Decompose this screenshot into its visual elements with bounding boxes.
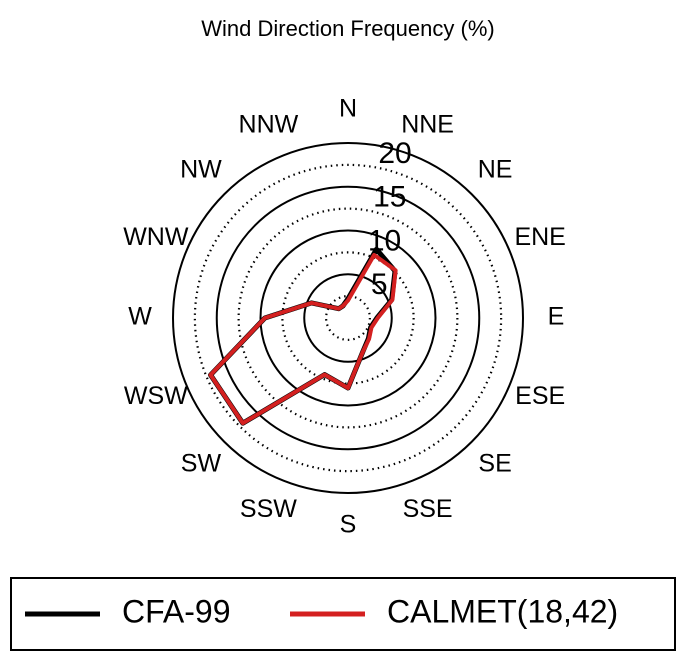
series-line bbox=[208, 252, 398, 426]
grid-ring bbox=[172, 142, 524, 494]
direction-label: N bbox=[339, 95, 357, 123]
r-tick-label: 15 bbox=[373, 181, 406, 214]
chart-title: Wind Direction Frequency (%) bbox=[201, 16, 494, 41]
direction-label: SW bbox=[181, 450, 222, 478]
grid-ring bbox=[259, 229, 437, 407]
direction-label: SSE bbox=[403, 495, 453, 523]
direction-label: SE bbox=[478, 450, 511, 478]
direction-label: ESE bbox=[515, 382, 565, 410]
direction-label: ENE bbox=[514, 223, 565, 251]
minor-grid-ring bbox=[193, 163, 503, 473]
minor-grid-ring bbox=[325, 295, 371, 341]
minor-grid-ring bbox=[281, 251, 415, 385]
r-tick-label: 20 bbox=[378, 137, 411, 170]
direction-label: S bbox=[340, 511, 357, 539]
direction-label: SSW bbox=[240, 495, 297, 523]
direction-label: E bbox=[548, 303, 565, 331]
direction-label: NW bbox=[180, 156, 222, 184]
legend-label: CFA-99 bbox=[122, 593, 230, 629]
grid-ring bbox=[215, 185, 481, 451]
legend-label: CALMET(18,42) bbox=[387, 593, 618, 629]
minor-grid-ring bbox=[237, 207, 459, 429]
grid-ring bbox=[303, 273, 393, 363]
legend-box bbox=[10, 577, 676, 651]
direction-label: W bbox=[128, 303, 152, 331]
direction-label: NNE bbox=[401, 110, 454, 138]
direction-label: WSW bbox=[124, 382, 188, 410]
direction-label: WNW bbox=[123, 223, 189, 251]
r-tick-label: 5 bbox=[371, 268, 388, 301]
direction-label: NNW bbox=[239, 110, 299, 138]
series-line bbox=[208, 246, 398, 426]
direction-label: NE bbox=[478, 156, 513, 184]
